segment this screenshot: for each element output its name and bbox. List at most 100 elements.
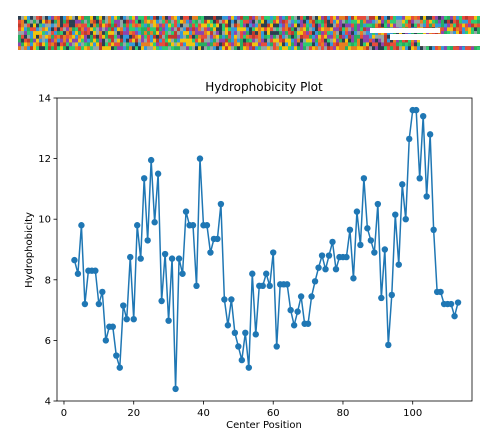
- data-point: [413, 106, 420, 114]
- data-point: [102, 337, 110, 344]
- data-point: [99, 288, 106, 296]
- x-tick-label: 60: [267, 408, 280, 419]
- data-point: [318, 252, 326, 259]
- data-point: [214, 235, 221, 243]
- series-line: [73, 109, 459, 389]
- data-point: [315, 264, 322, 271]
- data-point: [283, 281, 291, 288]
- data-point: [221, 296, 228, 303]
- x-tick-label: 20: [127, 408, 140, 419]
- data-point: [168, 255, 176, 262]
- y-axis-label: Hydrophobicity: [24, 212, 35, 288]
- data-point: [343, 253, 350, 261]
- data-point: [395, 261, 402, 268]
- data-point: [193, 282, 200, 290]
- data-point: [406, 135, 413, 143]
- data-point: [259, 282, 266, 290]
- data-point: [447, 300, 455, 308]
- data-point: [207, 249, 214, 256]
- data-point: [311, 278, 319, 285]
- data-point: [137, 255, 144, 262]
- y-tick-label: 10: [38, 215, 51, 226]
- data-point: [263, 270, 270, 277]
- y-tick-label: 12: [38, 154, 51, 165]
- data-point: [147, 156, 155, 164]
- data-point: [81, 300, 89, 308]
- x-tick-label: 0: [61, 408, 67, 419]
- data-point: [329, 238, 336, 246]
- data-point: [182, 208, 190, 215]
- data-point: [346, 226, 354, 233]
- data-point: [179, 270, 186, 277]
- x-tick-label: 80: [337, 408, 350, 419]
- data-point: [235, 343, 242, 350]
- data-point: [172, 385, 179, 393]
- y-tick-label: 4: [45, 397, 51, 408]
- data-point: [426, 131, 434, 138]
- x-tick-label: 40: [197, 408, 210, 419]
- sequence-color-strip: [18, 16, 480, 50]
- data-point: [95, 300, 103, 308]
- data-point: [123, 315, 130, 323]
- data-point: [371, 249, 378, 256]
- data-point: [113, 352, 120, 359]
- x-tick-label: 100: [403, 408, 422, 419]
- data-point: [357, 241, 364, 249]
- data-point: [374, 200, 382, 208]
- data-point: [294, 308, 301, 315]
- data-point: [189, 222, 197, 229]
- data-point: [175, 255, 183, 262]
- data-point: [92, 267, 99, 274]
- data-point: [402, 216, 409, 223]
- data-point: [430, 226, 437, 233]
- data-point: [381, 246, 389, 253]
- data-point: [437, 288, 444, 296]
- data-point: [144, 237, 151, 244]
- data-point: [325, 252, 333, 259]
- data-point: [109, 323, 117, 330]
- data-point: [399, 181, 406, 188]
- data-point: [451, 312, 458, 320]
- data-point: [238, 356, 246, 364]
- data-point: [249, 270, 256, 277]
- y-tick-label: 6: [45, 336, 51, 347]
- data-point: [322, 266, 329, 273]
- data-point: [287, 306, 294, 314]
- plot-area: 0 20 40 60 80 100 4 6 8 10 12 14: [38, 94, 473, 419]
- data-point: [231, 329, 239, 337]
- data-point: [392, 211, 399, 218]
- data-point: [270, 249, 277, 256]
- data-point: [297, 293, 305, 300]
- data-point: [364, 225, 371, 232]
- data-point: [304, 320, 312, 327]
- data-point: [266, 282, 273, 290]
- data-point: [360, 175, 368, 182]
- data-point: [127, 253, 134, 261]
- data-point: [353, 208, 361, 215]
- data-point: [308, 293, 315, 300]
- data-point: [154, 170, 162, 177]
- y-tick-label: 8: [45, 275, 51, 286]
- data-point: [454, 299, 462, 306]
- chart-title: Hydrophobicity Plot: [205, 80, 323, 94]
- data-point: [161, 250, 169, 258]
- data-point: [350, 275, 357, 282]
- data-point: [252, 331, 259, 338]
- data-point: [332, 266, 340, 273]
- data-point: [228, 296, 235, 303]
- data-point: [217, 200, 225, 208]
- data-point: [273, 343, 280, 350]
- data-point: [416, 175, 423, 182]
- data-point: [224, 322, 232, 329]
- data-point: [203, 222, 211, 229]
- data-point: [245, 364, 253, 371]
- data-point: [78, 222, 85, 229]
- data-point: [151, 219, 158, 226]
- data-point: [367, 237, 375, 244]
- data-point: [378, 294, 385, 302]
- data-point: [290, 322, 298, 329]
- data-point: [74, 270, 82, 277]
- data-point: [71, 256, 78, 264]
- data-point: [165, 317, 172, 324]
- data-point: [120, 302, 127, 309]
